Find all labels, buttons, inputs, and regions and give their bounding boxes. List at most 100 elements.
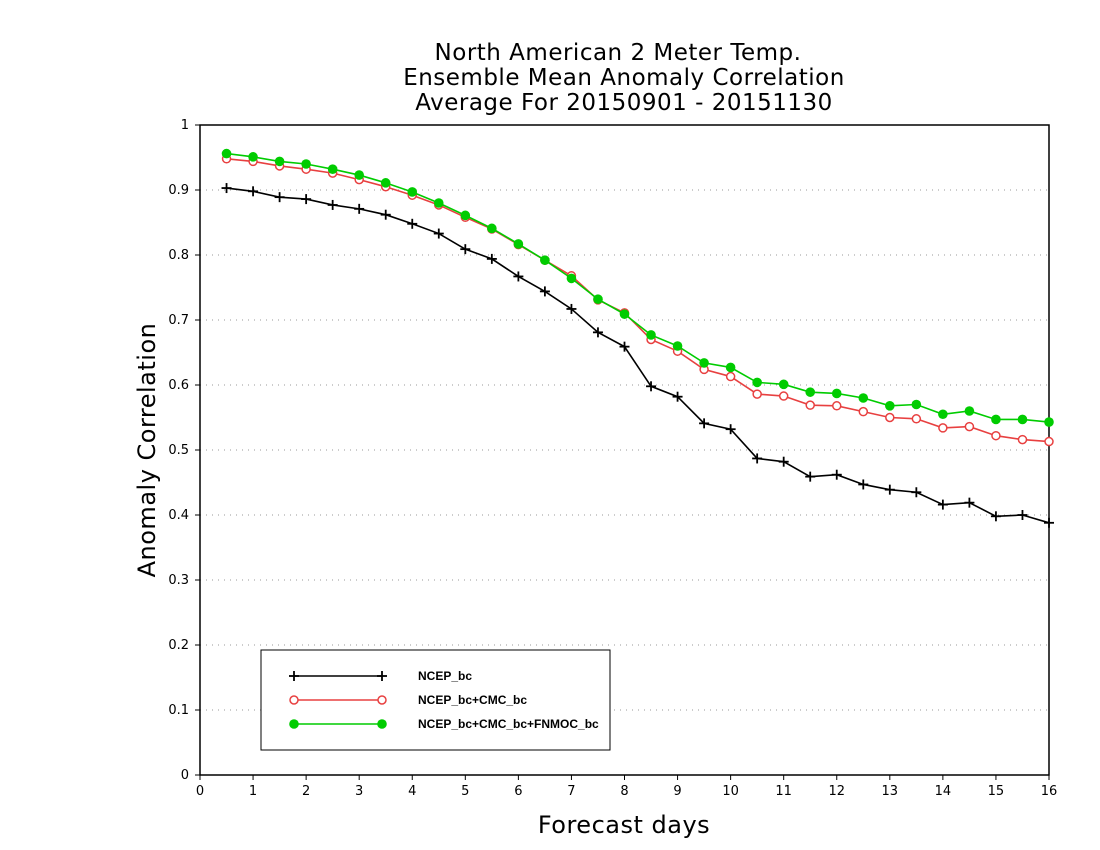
data-point	[513, 239, 524, 249]
data-point	[460, 210, 471, 221]
data-point	[274, 156, 285, 167]
data-point	[646, 381, 657, 392]
data-point	[778, 456, 789, 467]
series-2	[221, 154, 1054, 447]
data-point	[354, 203, 365, 214]
data-point	[646, 330, 656, 340]
data-point	[805, 471, 816, 482]
series-1	[221, 183, 1054, 528]
y-tick-label: 0.5	[168, 443, 189, 458]
data-point	[805, 387, 816, 397]
data-point	[566, 273, 577, 284]
data-point	[964, 406, 975, 416]
data-point	[699, 358, 709, 368]
grid-lines	[200, 189, 1049, 711]
legend: NCEP_bc NCEP_bc+CMC_bc NCEP_bc+CMC_bc+FNMO…	[260, 649, 611, 751]
legend-item-2: NCEP_bc+CMC_bc	[289, 693, 527, 707]
data-point	[752, 377, 762, 388]
data-point	[221, 148, 232, 159]
x-tick-label: 9	[673, 784, 681, 799]
x-tick-label: 13	[882, 784, 899, 799]
data-point	[221, 183, 232, 194]
data-point	[911, 414, 922, 424]
x-tick-label: 14	[935, 784, 952, 799]
legend-label: NCEP_bc	[418, 669, 472, 683]
data-point	[672, 341, 683, 351]
data-point	[380, 178, 391, 188]
data-point	[487, 223, 497, 234]
legend-marker	[289, 719, 299, 729]
chart-title-line-2: Ensemble Mean Anomaly Correlation	[403, 65, 845, 91]
data-point	[672, 391, 683, 402]
y-tick-label: 1	[181, 118, 189, 133]
x-tick-label: 2	[302, 784, 310, 799]
data-point	[911, 399, 922, 410]
legend-item-1: NCEP_bc	[289, 669, 472, 683]
series-3	[221, 148, 1054, 427]
data-point	[885, 401, 895, 411]
data-point	[964, 421, 975, 432]
data-point	[725, 424, 736, 435]
y-tick-label: 0.7	[168, 313, 189, 328]
data-point	[248, 152, 258, 162]
data-point	[1017, 434, 1028, 445]
data-point	[1044, 436, 1054, 447]
data-point	[832, 401, 842, 411]
data-point	[274, 192, 285, 203]
data-point	[486, 253, 497, 264]
data-point	[301, 194, 312, 205]
data-point	[539, 286, 550, 297]
x-tick-label: 1	[249, 784, 257, 799]
data-point	[858, 406, 869, 417]
series-line	[226, 187, 1050, 524]
y-axis-label: Anomaly Correlation	[133, 323, 161, 578]
data-point	[407, 218, 418, 229]
y-tick-label: 0.4	[168, 508, 189, 523]
legend-item-3: NCEP_bc+CMC_bc+FNMOC_bc	[289, 717, 599, 731]
y-tick-label: 0.2	[168, 638, 189, 653]
data-point	[354, 170, 364, 180]
data-point	[1044, 517, 1054, 528]
y-tick-label: 0	[181, 768, 189, 783]
chart-title-line-1: North American 2 Meter Temp.	[435, 40, 802, 66]
data-point	[990, 511, 1001, 522]
x-tick-label: 12	[828, 784, 845, 799]
data-point	[752, 389, 762, 399]
data-point	[805, 400, 815, 410]
legend-label: NCEP_bc+CMC_bc+FNMOC_bc	[418, 717, 599, 731]
data-point	[858, 393, 869, 403]
series-line	[226, 158, 1050, 443]
chart-title: North American 2 Meter Temp. Ensemble Me…	[403, 40, 845, 116]
data-point	[248, 186, 259, 197]
data-point	[831, 388, 842, 399]
x-tick-label: 16	[1041, 784, 1058, 799]
x-tick-label: 11	[775, 784, 792, 799]
x-axis: 0 1 2 3 4 5 6 7 8 9 10 11 12 13 14 15 16	[196, 775, 1057, 799]
data-point	[619, 309, 630, 319]
x-tick-label: 5	[461, 784, 469, 799]
data-point	[1017, 510, 1028, 520]
data-point	[460, 244, 471, 255]
data-point	[778, 379, 789, 390]
x-axis-label: Forecast days	[538, 811, 710, 839]
data-point	[540, 255, 550, 265]
data-point	[991, 430, 1001, 441]
data-point	[831, 469, 842, 480]
chart-title-line-3: Average For 20150901 - 20151130	[415, 90, 833, 116]
data-point	[938, 409, 948, 420]
x-tick-label: 0	[196, 784, 204, 799]
data-point	[1044, 417, 1054, 427]
y-tick-label: 0.9	[168, 183, 189, 198]
data-point	[964, 497, 975, 508]
x-tick-label: 4	[408, 784, 416, 799]
data-point	[380, 209, 391, 220]
y-axis: 0 0.1 0.2 0.3 0.4 0.5 0.6 0.7 0.8 0.9 1	[168, 118, 200, 783]
legend-marker	[377, 719, 387, 729]
data-point	[1017, 414, 1028, 425]
data-point	[911, 487, 922, 498]
x-tick-label: 6	[514, 784, 522, 799]
y-tick-label: 0.3	[168, 573, 189, 588]
legend-label: NCEP_bc+CMC_bc	[418, 693, 527, 707]
data-point	[433, 198, 444, 208]
x-tick-label: 8	[620, 784, 628, 799]
